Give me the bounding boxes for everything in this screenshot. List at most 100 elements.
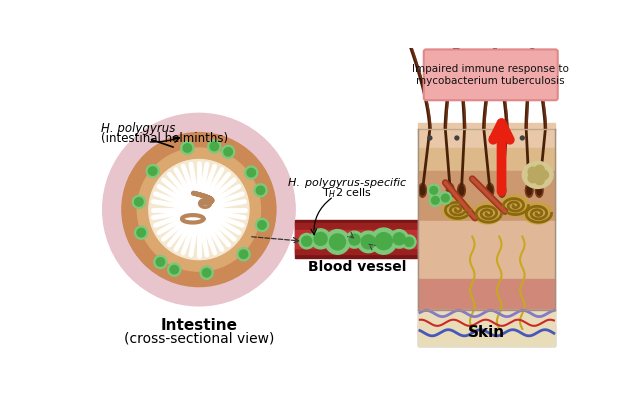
Bar bbox=[418, 310, 555, 346]
Circle shape bbox=[132, 196, 145, 208]
Circle shape bbox=[299, 233, 314, 249]
Bar bbox=[418, 129, 555, 148]
Circle shape bbox=[528, 174, 537, 183]
Ellipse shape bbox=[420, 186, 425, 195]
Circle shape bbox=[247, 168, 255, 177]
Circle shape bbox=[183, 144, 192, 152]
Ellipse shape bbox=[527, 186, 532, 195]
Circle shape bbox=[254, 184, 267, 197]
Text: H. polygyrus: H. polygyrus bbox=[101, 122, 175, 135]
Circle shape bbox=[210, 142, 218, 151]
Circle shape bbox=[535, 165, 544, 174]
Bar bbox=[418, 221, 555, 279]
Circle shape bbox=[455, 136, 459, 140]
Bar bbox=[418, 279, 555, 310]
Ellipse shape bbox=[523, 203, 552, 224]
Ellipse shape bbox=[419, 184, 426, 197]
Circle shape bbox=[361, 235, 375, 249]
Circle shape bbox=[393, 233, 405, 245]
Circle shape bbox=[256, 186, 265, 195]
Ellipse shape bbox=[459, 186, 464, 195]
Circle shape bbox=[170, 265, 178, 274]
FancyBboxPatch shape bbox=[424, 49, 558, 100]
Circle shape bbox=[237, 248, 250, 261]
Text: (cross-sectional view): (cross-sectional view) bbox=[124, 332, 274, 346]
Bar bbox=[418, 171, 555, 221]
Circle shape bbox=[346, 231, 363, 248]
Circle shape bbox=[245, 166, 258, 179]
Circle shape bbox=[430, 186, 437, 194]
Text: T$_H$2 cells: T$_H$2 cells bbox=[323, 186, 373, 200]
Circle shape bbox=[375, 233, 392, 250]
Bar bbox=[295, 219, 418, 258]
Text: (intestinal helminths): (intestinal helminths) bbox=[101, 132, 228, 145]
Circle shape bbox=[520, 136, 524, 140]
Text: Impaired immune response to
mycobacterium tuberculosis: Impaired immune response to mycobacteriu… bbox=[412, 64, 569, 86]
Ellipse shape bbox=[473, 203, 502, 224]
Circle shape bbox=[349, 234, 360, 245]
Bar bbox=[418, 325, 555, 335]
Circle shape bbox=[390, 229, 408, 248]
Ellipse shape bbox=[488, 186, 492, 195]
Circle shape bbox=[176, 186, 222, 233]
Ellipse shape bbox=[498, 184, 506, 197]
Ellipse shape bbox=[442, 199, 472, 220]
Circle shape bbox=[404, 237, 414, 247]
Bar bbox=[418, 335, 555, 346]
Circle shape bbox=[208, 140, 221, 153]
Circle shape bbox=[135, 226, 148, 239]
Text: Intestine: Intestine bbox=[160, 318, 237, 333]
Text: $H.\ polygyrus$-specific: $H.\ polygyrus$-specific bbox=[288, 176, 407, 190]
Ellipse shape bbox=[457, 184, 466, 197]
Circle shape bbox=[311, 229, 331, 249]
Bar bbox=[418, 310, 555, 325]
Circle shape bbox=[240, 250, 248, 259]
Circle shape bbox=[402, 235, 416, 249]
Circle shape bbox=[535, 176, 544, 185]
Circle shape bbox=[156, 258, 165, 266]
Circle shape bbox=[431, 196, 439, 204]
Circle shape bbox=[103, 113, 295, 306]
Circle shape bbox=[224, 148, 232, 156]
Ellipse shape bbox=[537, 186, 542, 195]
Circle shape bbox=[302, 236, 312, 246]
Circle shape bbox=[314, 232, 327, 245]
Circle shape bbox=[168, 263, 181, 276]
Circle shape bbox=[255, 218, 268, 231]
Bar bbox=[295, 229, 418, 248]
Ellipse shape bbox=[448, 186, 452, 195]
Circle shape bbox=[358, 231, 379, 253]
Circle shape bbox=[490, 136, 494, 140]
Circle shape bbox=[202, 269, 211, 277]
Circle shape bbox=[429, 194, 441, 207]
Bar bbox=[295, 223, 418, 229]
Ellipse shape bbox=[522, 162, 553, 188]
Circle shape bbox=[149, 167, 157, 175]
Circle shape bbox=[137, 229, 145, 237]
Circle shape bbox=[329, 234, 346, 250]
Ellipse shape bbox=[500, 186, 504, 195]
Circle shape bbox=[371, 228, 397, 254]
Circle shape bbox=[539, 170, 548, 180]
Circle shape bbox=[154, 255, 167, 269]
Ellipse shape bbox=[500, 195, 529, 217]
Circle shape bbox=[528, 167, 537, 176]
Ellipse shape bbox=[535, 184, 543, 197]
Bar bbox=[418, 148, 555, 171]
Circle shape bbox=[439, 192, 452, 204]
Ellipse shape bbox=[525, 184, 533, 197]
Ellipse shape bbox=[446, 184, 454, 197]
Text: Blood vessel: Blood vessel bbox=[308, 260, 406, 275]
Circle shape bbox=[122, 132, 276, 286]
Circle shape bbox=[200, 266, 213, 279]
Bar bbox=[418, 122, 555, 136]
Circle shape bbox=[325, 229, 350, 254]
Circle shape bbox=[137, 148, 260, 271]
Circle shape bbox=[146, 164, 159, 178]
Circle shape bbox=[427, 184, 440, 196]
Circle shape bbox=[181, 141, 194, 154]
Ellipse shape bbox=[486, 184, 494, 197]
Bar bbox=[295, 248, 418, 254]
Circle shape bbox=[222, 145, 235, 158]
Circle shape bbox=[149, 160, 249, 260]
